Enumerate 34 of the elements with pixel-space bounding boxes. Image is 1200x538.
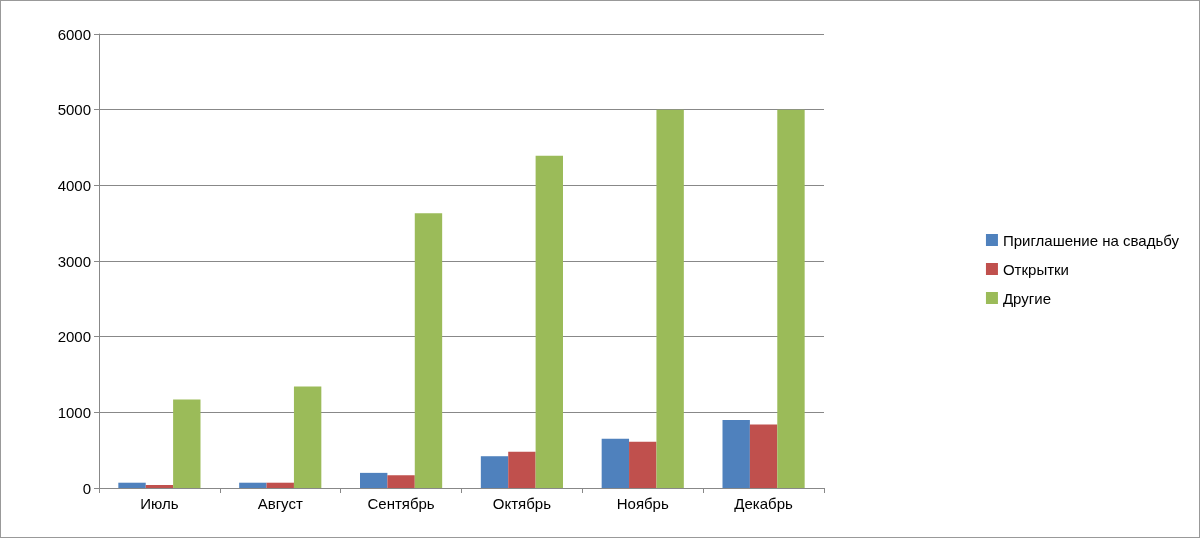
bar — [293, 386, 322, 488]
y-tick-label: 2000 — [57, 328, 91, 346]
bar — [387, 475, 415, 488]
bar — [535, 155, 563, 488]
y-tick-label: 1000 — [57, 403, 91, 421]
x-tick-label: Октябрь — [492, 495, 552, 512]
x-tick-label: Декабрь — [734, 495, 794, 512]
bar — [656, 109, 684, 488]
bar — [629, 441, 657, 488]
bar — [118, 482, 146, 488]
y-tick-label: 5000 — [57, 101, 91, 119]
y-tick-label: 4000 — [57, 176, 91, 194]
legend-label: Другие — [1002, 289, 1051, 307]
y-tick-label: 0 — [82, 479, 91, 497]
x-tick-label: Июль — [140, 495, 179, 512]
bar — [266, 482, 294, 488]
bar — [145, 484, 174, 488]
bar — [414, 213, 443, 488]
y-tick-label: 6000 — [57, 25, 91, 43]
bar — [173, 399, 201, 488]
bar — [601, 438, 630, 488]
legend-label: Приглашение на свадьбу — [1002, 231, 1180, 249]
bar — [749, 424, 778, 488]
y-tick-label: 3000 — [57, 252, 91, 270]
bar — [777, 109, 805, 488]
legend-label: Открытки — [1002, 260, 1069, 278]
x-tick-label: Ноябрь — [616, 495, 669, 512]
bar — [722, 419, 750, 488]
bar — [508, 451, 536, 488]
x-tick-label: Август — [257, 495, 303, 512]
bar — [480, 456, 509, 488]
x-tick-label: Сентябрь — [367, 495, 435, 512]
bar — [360, 472, 388, 488]
bar — [239, 482, 267, 488]
